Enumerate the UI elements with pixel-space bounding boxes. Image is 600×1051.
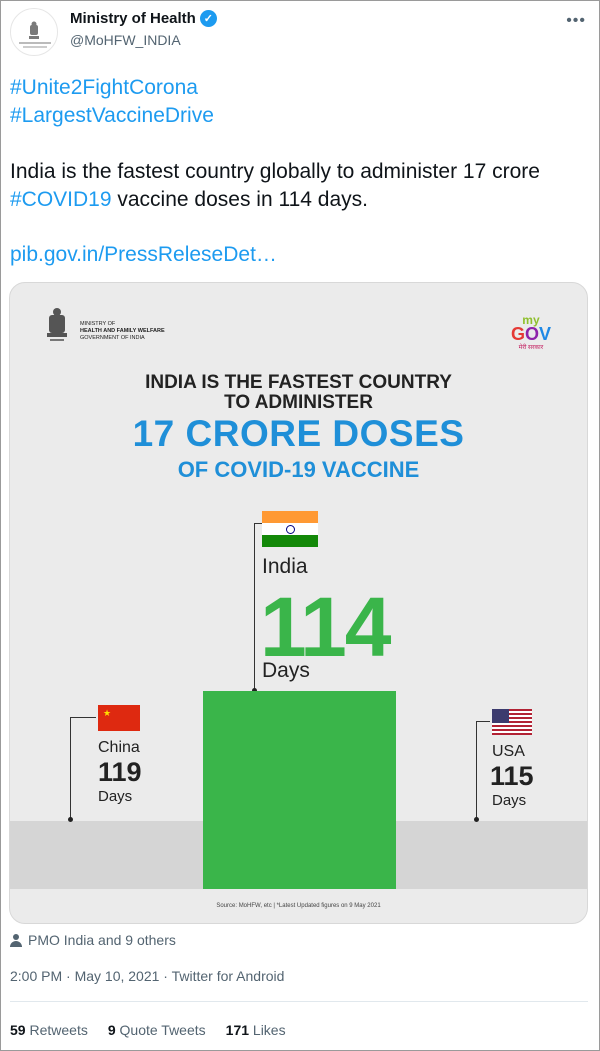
china-unit: Days xyxy=(98,788,133,805)
leader-dot xyxy=(252,688,257,693)
more-options-icon[interactable]: ••• xyxy=(566,12,586,29)
tweet-text-part: India is the fastest country globally to… xyxy=(10,160,540,183)
india-flag-icon xyxy=(262,511,318,547)
usa-unit: Days xyxy=(492,792,527,809)
author-name[interactable]: Ministry of Health ✓ xyxy=(70,10,217,27)
usa-value: 115 xyxy=(490,761,534,791)
author-handle[interactable]: @MoHFW_INDIA xyxy=(70,32,181,48)
mygov-my: my xyxy=(522,313,540,327)
tweet-timestamp[interactable]: 2:00 PM · May 10, 2021 · Twitter for And… xyxy=(10,968,285,984)
hashtag-link[interactable]: #Unite2FightCorona xyxy=(10,76,198,99)
avatar-caption xyxy=(23,46,47,48)
tagged-users[interactable]: PMO India and 9 others xyxy=(10,932,176,948)
avatar-caption xyxy=(19,42,51,44)
leader-dot xyxy=(474,817,479,822)
usa-label: USA xyxy=(492,743,525,760)
leader-line xyxy=(476,721,477,819)
source-note: Source: MoHFW, etc | *Latest Updated fig… xyxy=(216,903,381,909)
tagged-users-text[interactable]: PMO India and 9 others xyxy=(28,932,176,948)
china-flag-icon: ★ xyxy=(98,705,140,731)
emblem-icon xyxy=(29,21,39,39)
likes-stat[interactable]: 171 Likes xyxy=(226,1022,286,1038)
verified-badge-icon: ✓ xyxy=(199,10,217,27)
headline: INDIA IS THE FASTEST COUNTRY TO ADMINIST… xyxy=(10,373,587,413)
ministry-line: GOVERNMENT OF INDIA xyxy=(80,335,145,341)
ministry-label: MINISTRY OF HEALTH AND FAMILY WELFARE GO… xyxy=(80,321,165,342)
india-unit: Days xyxy=(262,659,310,682)
headline-big: 17 CRORE DOSES xyxy=(132,413,465,454)
china-value: 119 xyxy=(98,757,142,787)
headline-sub: OF COVID-19 VACCINE xyxy=(177,457,420,482)
india-label: India xyxy=(262,555,308,578)
mygov-gov: GOV xyxy=(510,324,551,344)
likes-label: Likes xyxy=(252,1022,286,1038)
mygov-logo: my GOV मेरी सरकार xyxy=(510,313,551,351)
retweets-label: Retweets xyxy=(29,1022,88,1038)
leader-dot xyxy=(68,817,73,822)
retweets-stat[interactable]: 59 Retweets xyxy=(10,1022,88,1038)
ministry-line: HEALTH AND FAMILY WELFARE xyxy=(80,328,165,334)
india-bar xyxy=(203,691,396,889)
author-name-text[interactable]: Ministry of Health xyxy=(70,10,196,27)
hashtag-link[interactable]: #COVID19 xyxy=(10,188,112,211)
leader-line xyxy=(254,523,255,693)
external-link[interactable]: pib.gov.in/PressReleseDet… xyxy=(10,243,277,266)
usa-flag-icon xyxy=(492,709,532,735)
person-icon xyxy=(10,933,22,947)
retweets-count: 59 xyxy=(10,1022,26,1038)
india-value: 114 xyxy=(260,580,392,674)
china-label: China xyxy=(98,739,140,756)
hashtag-link[interactable]: #LargestVaccineDrive xyxy=(10,104,214,127)
headline-line: INDIA IS THE FASTEST COUNTRY xyxy=(145,372,452,393)
leader-line xyxy=(70,717,96,718)
leader-line xyxy=(254,523,262,524)
tweet-image[interactable]: MINISTRY OF HEALTH AND FAMILY WELFARE GO… xyxy=(9,282,588,924)
headline-line: TO ADMINISTER xyxy=(224,392,373,413)
hashtags: #Unite2FightCorona #LargestVaccineDrive xyxy=(10,74,214,130)
national-emblem-icon xyxy=(47,308,67,341)
avatar[interactable] xyxy=(10,8,58,56)
leader-line xyxy=(476,721,490,722)
tweet-text: India is the fastest country globally to… xyxy=(10,158,580,214)
quote-tweets-count: 9 xyxy=(107,1022,116,1038)
divider xyxy=(10,1001,588,1002)
tweet-text-part: vaccine doses in 114 days. xyxy=(111,188,368,211)
quote-tweets-stat[interactable]: 9 Quote Tweets xyxy=(108,1022,206,1038)
ministry-line: MINISTRY OF xyxy=(80,321,116,327)
likes-count: 171 xyxy=(225,1022,250,1038)
leader-line xyxy=(70,717,71,819)
mygov-sub: मेरी सरकार xyxy=(518,345,544,351)
quote-tweets-label: Quote Tweets xyxy=(119,1022,206,1038)
tweet-stats: 59 Retweets 9 Quote Tweets 171 Likes xyxy=(10,1022,286,1038)
